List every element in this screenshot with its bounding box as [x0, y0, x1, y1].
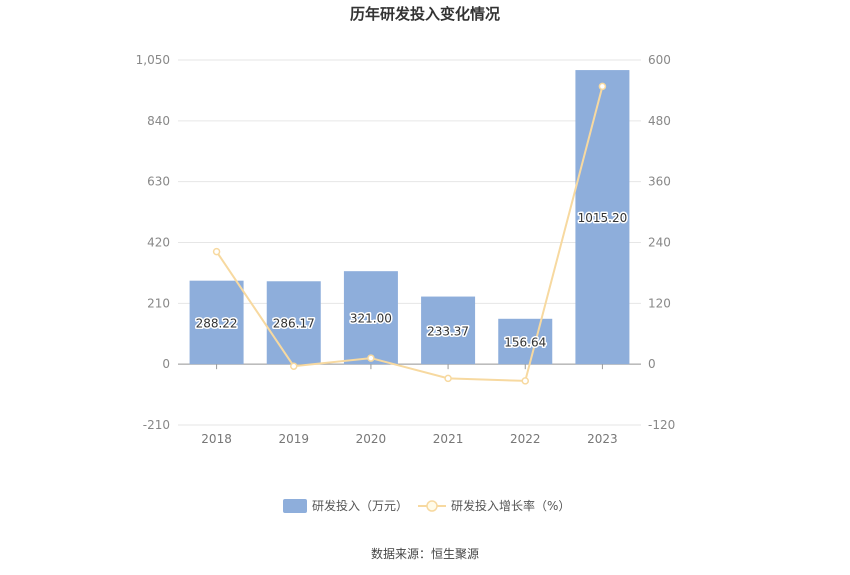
bar-data-label: 286.17 [273, 317, 315, 331]
x-tick-label: 2020 [356, 432, 387, 446]
bar-data-label: 233.37 [427, 324, 469, 338]
bar-data-label: 321.00 [350, 312, 392, 326]
right-tick-label: 480 [648, 114, 671, 128]
x-axis: 2018 2019 2020 2021 2022 2023 [178, 363, 641, 446]
right-tick-label: 0 [648, 357, 656, 371]
x-tick-label: 2022 [510, 432, 541, 446]
bar-data-label: 288.22 [196, 316, 238, 330]
bar[interactable] [575, 70, 630, 365]
legend: 研发投入（万元） 研发投入增长率（%） [283, 498, 570, 513]
bar-data-labels: 288.22 286.17 321.00 233.37 156.64 1015.20 [194, 210, 629, 351]
right-tick-label: -120 [648, 418, 675, 432]
left-tick-label: 210 [147, 296, 170, 310]
left-y-axis: -210 0 210 420 630 840 1,050 [136, 53, 170, 432]
line-point[interactable] [444, 374, 452, 383]
left-tick-label: 840 [147, 114, 170, 128]
right-tick-label: 120 [648, 296, 671, 310]
line-point[interactable] [290, 362, 298, 370]
line-point[interactable] [598, 82, 607, 91]
bar-data-label: 1015.20 [578, 211, 628, 225]
bar[interactable] [189, 280, 244, 365]
legend-bar-label[interactable]: 研发投入（万元） [312, 498, 408, 513]
line-series [212, 82, 607, 385]
x-tick-label: 2021 [433, 432, 464, 446]
source-note: 数据来源：恒生聚源 [371, 546, 479, 561]
line-point[interactable] [367, 354, 375, 362]
bar[interactable] [421, 296, 476, 365]
x-tick-label: 2018 [201, 432, 232, 446]
bar[interactable] [343, 271, 398, 365]
bar[interactable] [266, 281, 321, 365]
right-y-axis: -120 0 120 240 360 480 600 [648, 53, 675, 432]
left-tick-label: 420 [147, 236, 170, 250]
x-tick-label: 2023 [587, 432, 618, 446]
right-tick-label: 360 [648, 175, 671, 189]
left-tick-label: 0 [162, 357, 170, 371]
x-tick-label: 2019 [278, 432, 309, 446]
line-point[interactable] [212, 247, 221, 256]
right-tick-label: 600 [648, 53, 671, 67]
legend-line-label[interactable]: 研发投入增长率（%） [451, 498, 570, 513]
bar[interactable] [498, 318, 553, 365]
left-tick-label: -210 [143, 418, 170, 432]
left-tick-label: 1,050 [136, 53, 170, 67]
chart-title: 历年研发投入变化情况 [350, 5, 500, 23]
legend-line-marker [426, 500, 438, 512]
bar-series [189, 70, 630, 365]
growth-line [215, 86, 604, 382]
right-tick-label: 240 [648, 236, 671, 250]
bar-data-label: 156.64 [504, 335, 546, 349]
grid-lines [178, 59, 641, 426]
line-point[interactable] [521, 377, 529, 385]
left-tick-label: 630 [147, 175, 170, 189]
legend-bar-swatch[interactable] [283, 499, 307, 513]
